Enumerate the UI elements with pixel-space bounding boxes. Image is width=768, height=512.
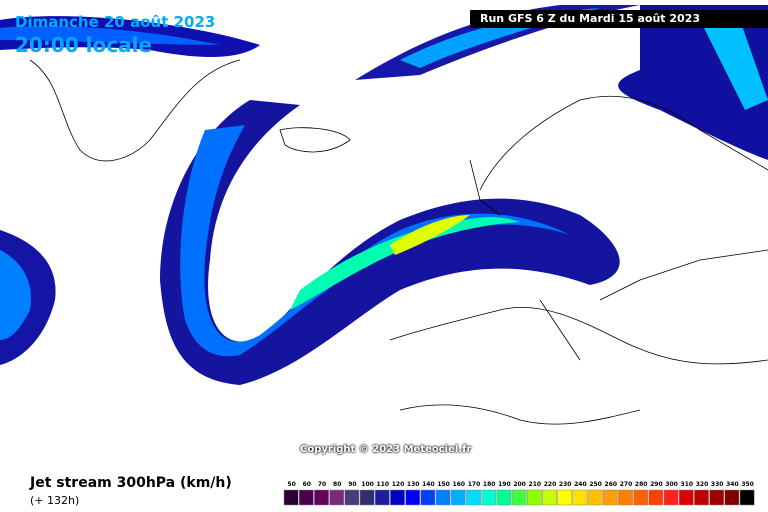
footer-lead: (+ 132h) (30, 494, 80, 507)
legend-swatch (602, 489, 618, 506)
legend-swatch (618, 489, 633, 506)
legend-swatch (724, 489, 740, 506)
legend-label: 200 (513, 481, 526, 488)
legend-swatch (663, 489, 679, 506)
legend-label: 140 (422, 481, 435, 488)
legend-swatch (709, 489, 725, 506)
legend-label: 130 (407, 481, 420, 488)
legend-label: 190 (498, 481, 511, 488)
legend-swatch (739, 489, 755, 506)
legend-swatch (678, 489, 694, 506)
legend-label: 310 (681, 481, 694, 488)
legend-swatch (435, 489, 451, 506)
date-label: Dimanche 20 août 2023 (15, 13, 216, 31)
legend-swatch (390, 489, 405, 506)
legend-swatch (587, 489, 603, 506)
legend-label: 330 (711, 481, 724, 488)
legend-swatch (496, 489, 512, 506)
legend-swatch (557, 489, 573, 506)
copyright: Copyright © 2023 Meteociel.fr (300, 444, 472, 455)
legend-swatch (314, 489, 329, 506)
colorbar: 50 60 70 80 90 100 110 120 130 140 150 160 170 180 190… (283, 481, 755, 506)
legend-swatch (374, 489, 390, 506)
legend-label: 100 (361, 481, 374, 488)
legend-label: 80 (333, 481, 341, 488)
legend-label: 230 (559, 481, 572, 488)
coastlines (29, 59, 768, 425)
time-label: 20:00 locale (15, 33, 152, 57)
legend-label: 270 (620, 481, 633, 488)
legend-label: 250 (589, 481, 602, 488)
legend-label: 350 (741, 481, 754, 488)
legend-label: 240 (574, 481, 587, 488)
legend-swatch (511, 489, 527, 506)
legend-label: 90 (348, 481, 356, 488)
legend-label: 220 (544, 481, 557, 488)
footer-title: Jet stream 300hPa (km/h) (30, 475, 232, 491)
legend-swatch (450, 489, 466, 506)
legend-label: 160 (453, 481, 466, 488)
legend-label: 290 (650, 481, 663, 488)
legend-label: 110 (377, 481, 390, 488)
legend-swatch (481, 489, 497, 506)
legend-swatch (526, 489, 542, 506)
legend-label: 260 (605, 481, 618, 488)
legend-swatch (298, 489, 314, 506)
legend-label: 280 (635, 481, 648, 488)
legend-swatch (359, 489, 375, 506)
legend-swatch (694, 489, 709, 506)
legend-swatch (420, 489, 436, 506)
legend-swatch (572, 489, 588, 506)
legend-label: 340 (726, 481, 739, 488)
legend-label: 60 (303, 481, 311, 488)
legend-label: 50 (287, 481, 295, 488)
run-label: Run GFS 6 Z du Mardi 15 août 2023 (470, 10, 768, 28)
legend-label: 170 (468, 481, 481, 488)
legend-label: 300 (665, 481, 678, 488)
legend-swatch (405, 489, 421, 506)
legend-swatch (283, 489, 299, 506)
legend-label: 70 (318, 481, 326, 488)
legend-swatch (633, 489, 649, 506)
legend-swatch (648, 489, 664, 506)
legend-swatch (466, 489, 481, 506)
legend-swatch (542, 489, 557, 506)
legend-label: 320 (696, 481, 709, 488)
legend-label: 120 (392, 481, 405, 488)
legend-label: 150 (437, 481, 450, 488)
legend-swatch (344, 489, 360, 506)
legend-label: 180 (483, 481, 496, 488)
legend-label: 210 (529, 481, 542, 488)
jet-stream (0, 5, 768, 385)
legend-swatch (329, 489, 345, 506)
